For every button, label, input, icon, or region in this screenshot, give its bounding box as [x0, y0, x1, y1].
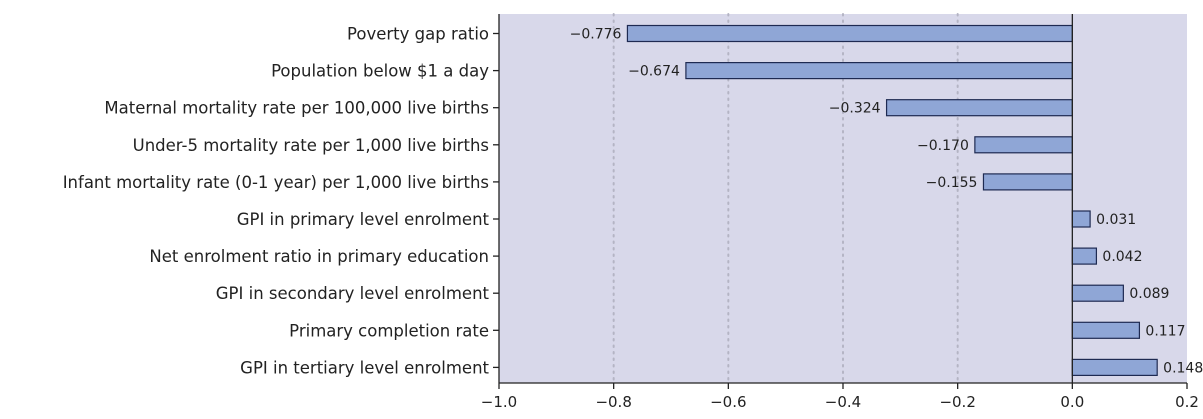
category-label-6: Net enrolment ratio in primary education: [149, 247, 489, 266]
category-label-5: GPI in primary level enrolment: [237, 210, 490, 229]
bar-6: [1071, 247, 1098, 265]
data-label-5: 0.031: [1096, 212, 1136, 228]
x-tick-label-1: −0.8: [595, 393, 631, 411]
bar-7: [1071, 284, 1124, 302]
data-labels: −0.776 −0.674 −0.324 −0.170 −0.155 0.031 0.042…: [570, 27, 1203, 377]
x-tick-label-0: −1.0: [481, 393, 517, 411]
data-label-1: −0.674: [628, 64, 680, 80]
category-label-8: Primary completion rate: [289, 321, 489, 340]
data-label-3: −0.170: [917, 138, 969, 154]
data-label-0: −0.776: [570, 27, 622, 43]
category-label-2: Maternal mortality rate per 100,000 live…: [104, 99, 489, 118]
category-label-3: Under-5 mortality rate per 1,000 live bi…: [133, 136, 489, 155]
x-tick-labels: −1.0 −0.8 −0.6 −0.4 −0.2 0.0 0.2: [481, 393, 1199, 411]
bar-1: [685, 61, 1073, 80]
data-label-2: −0.324: [829, 101, 881, 117]
data-label-6: 0.042: [1102, 249, 1142, 265]
data-label-4: −0.155: [926, 175, 978, 191]
x-tick-label-2: −0.6: [710, 393, 746, 411]
data-label-9: 0.148: [1163, 360, 1203, 376]
data-label-7: 0.089: [1129, 286, 1169, 302]
bar-2: [885, 99, 1073, 117]
bar-3: [974, 136, 1073, 154]
category-labels: Poverty gap ratio Population below $1 a d…: [63, 25, 490, 378]
category-label-1: Population below $1 a day: [271, 62, 489, 81]
bar-0: [626, 24, 1073, 43]
category-label-7: GPI in secondary level enrolment: [216, 284, 490, 303]
data-label-8: 0.117: [1145, 323, 1185, 339]
category-label-0: Poverty gap ratio: [347, 25, 489, 44]
x-tick-label-6: 0.2: [1175, 393, 1199, 411]
bar-8: [1071, 321, 1141, 339]
bar-5: [1071, 210, 1091, 228]
x-tick-label-4: −0.2: [939, 393, 975, 411]
bar-9: [1071, 358, 1158, 376]
x-tick-label-3: −0.4: [825, 393, 861, 411]
axes: [493, 14, 1188, 389]
bar-4: [982, 173, 1073, 191]
category-label-9: GPI in tertiary level enrolment: [240, 358, 489, 377]
x-tick-label-5: 0.0: [1060, 393, 1084, 411]
category-label-4: Infant mortality rate (0-1 year) per 1,0…: [63, 173, 489, 192]
gridlines: [612, 13, 959, 384]
